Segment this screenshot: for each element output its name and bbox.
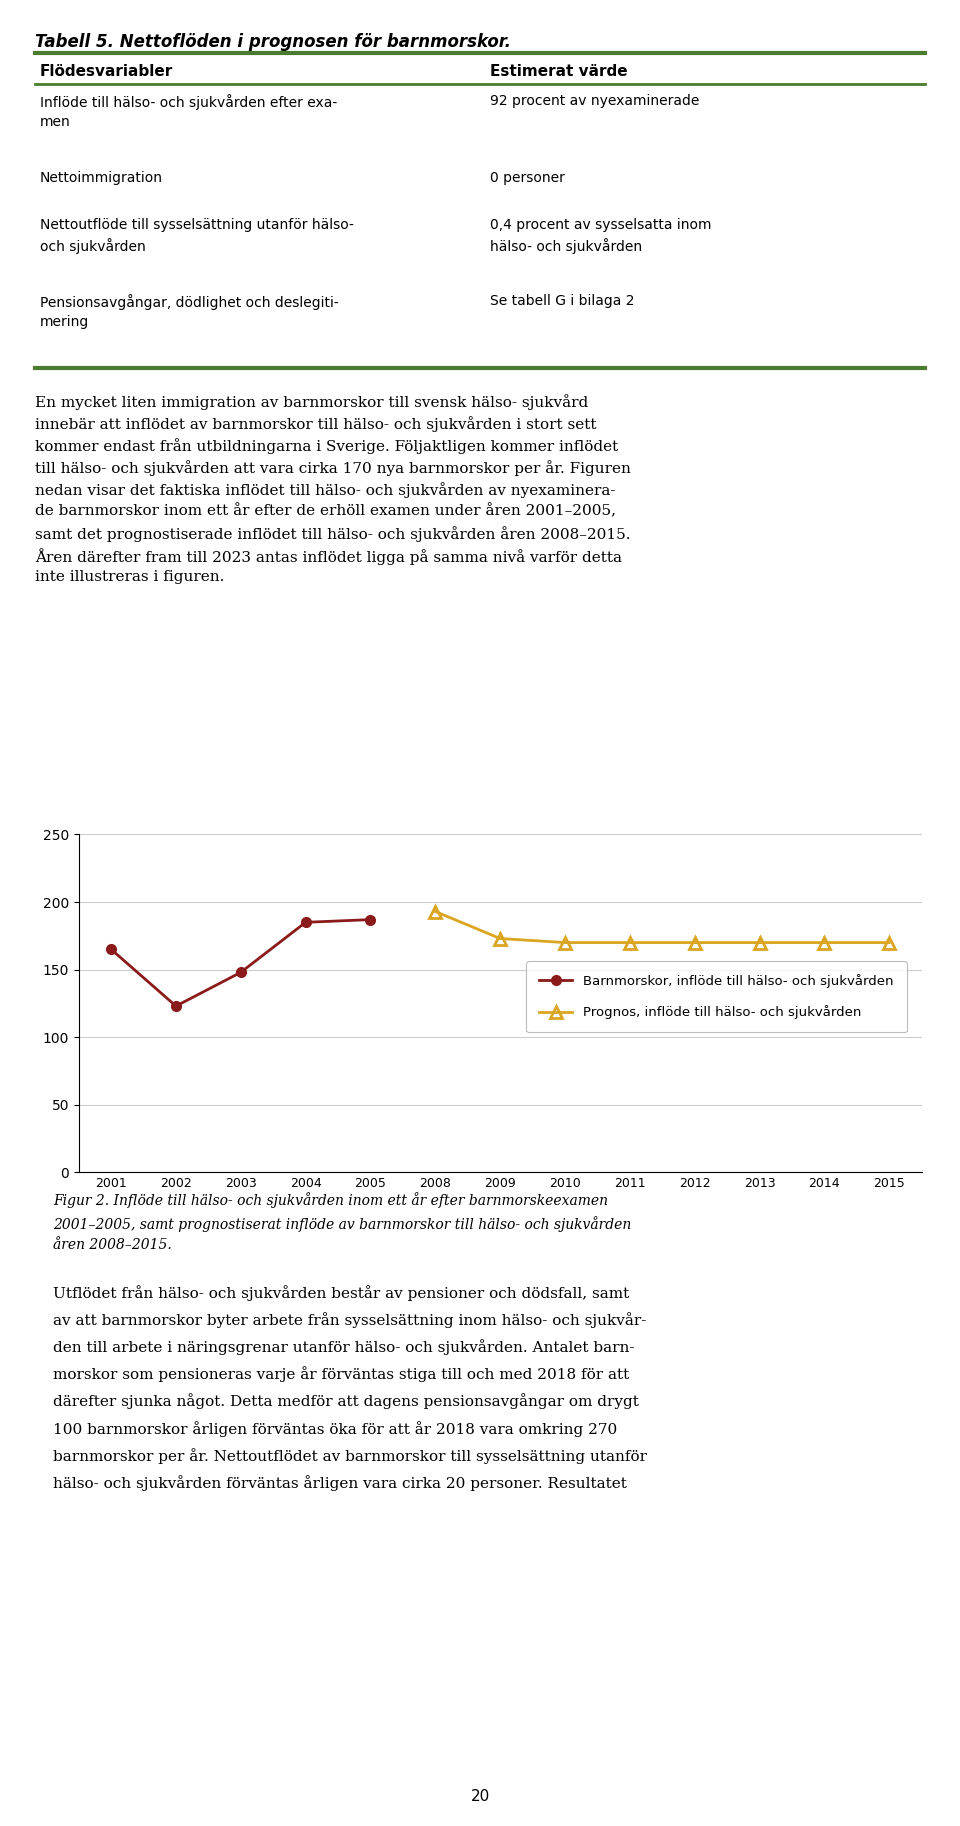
- Text: av att barnmorskor byter arbete från sysselsättning inom hälso- och sjukvår-: av att barnmorskor byter arbete från sys…: [53, 1313, 646, 1328]
- Text: Nettoimmigration: Nettoimmigration: [40, 172, 163, 184]
- Text: samt det prognostiserade inflödet till hälso- och sjukvården åren 2008–2015.: samt det prognostiserade inflödet till h…: [35, 526, 631, 542]
- Text: 20: 20: [470, 1789, 490, 1804]
- Text: En mycket liten immigration av barnmorskor till svensk hälso- sjukvård: En mycket liten immigration av barnmorsk…: [35, 394, 588, 409]
- Text: 0 personer: 0 personer: [490, 172, 564, 184]
- Text: nedan visar det faktiska inflödet till hälso- och sjukvården av nyexaminera-: nedan visar det faktiska inflödet till h…: [35, 482, 615, 498]
- Text: 100 barnmorskor årligen förväntas öka för att år 2018 vara omkring 270: 100 barnmorskor årligen förväntas öka fö…: [53, 1421, 617, 1437]
- Text: Utflödet från hälso- och sjukvården består av pensioner och dödsfall, samt: Utflödet från hälso- och sjukvården best…: [53, 1286, 629, 1302]
- Text: kommer endast från utbildningarna i Sverige. Följaktligen kommer inflödet: kommer endast från utbildningarna i Sver…: [35, 438, 618, 455]
- Text: barnmorskor per år. Nettoutflödet av barnmorskor till sysselsättning utanför: barnmorskor per år. Nettoutflödet av bar…: [53, 1448, 647, 1463]
- Text: inte illustreras i figuren.: inte illustreras i figuren.: [35, 570, 225, 584]
- Text: Estimerat värde: Estimerat värde: [490, 64, 628, 79]
- Legend: Barnmorskor, inflöde till hälso- och sjukvården, Prognos, inflöde till hälso- oc: Barnmorskor, inflöde till hälso- och sju…: [526, 960, 906, 1032]
- Text: hälso- och sjukvården förväntas årligen vara cirka 20 personer. Resultatet: hälso- och sjukvården förväntas årligen …: [53, 1475, 627, 1490]
- Text: innebär att inflödet av barnmorskor till hälso- och sjukvården i stort sett: innebär att inflödet av barnmorskor till…: [35, 416, 596, 433]
- Text: 0,4 procent av sysselsatta inom
hälso- och sjukvården: 0,4 procent av sysselsatta inom hälso- o…: [490, 217, 711, 254]
- Text: Se tabell G i bilaga 2: Se tabell G i bilaga 2: [490, 294, 635, 309]
- Text: Tabell 5. Nettoflöden i prognosen för barnmorskor.: Tabell 5. Nettoflöden i prognosen för ba…: [35, 33, 511, 51]
- Text: Åren därefter fram till 2023 antas inflödet ligga på samma nivå varför detta: Åren därefter fram till 2023 antas inflö…: [35, 548, 622, 564]
- Text: Flödesvariabler: Flödesvariabler: [40, 64, 173, 79]
- Text: Pensionsavgångar, dödlighet och deslegiti-
mering: Pensionsavgångar, dödlighet och deslegit…: [40, 294, 339, 329]
- Text: därefter sjunka något. Detta medför att dagens pensionsavgångar om drygt: därefter sjunka något. Detta medför att …: [53, 1393, 638, 1410]
- Text: de barnmorskor inom ett år efter de erhöll examen under åren 2001–2005,: de barnmorskor inom ett år efter de erhö…: [35, 504, 616, 519]
- Text: Nettoutflöde till sysselsättning utanför hälso-
och sjukvården: Nettoutflöde till sysselsättning utanför…: [40, 217, 354, 254]
- Text: till hälso- och sjukvården att vara cirka 170 nya barnmorskor per år. Figuren: till hälso- och sjukvården att vara cirk…: [35, 460, 631, 477]
- Text: Inflöde till hälso- och sjukvården efter exa-
men: Inflöde till hälso- och sjukvården efter…: [40, 93, 337, 130]
- Text: morskor som pensioneras varje år förväntas stiga till och med 2018 för att: morskor som pensioneras varje år förvänt…: [53, 1366, 629, 1382]
- Text: 92 procent av nyexaminerade: 92 procent av nyexaminerade: [490, 93, 700, 108]
- Text: den till arbete i näringsgrenar utanför hälso- och sjukvården. Antalet barn-: den till arbete i näringsgrenar utanför …: [53, 1340, 635, 1355]
- Text: Figur 2. Inflöde till hälso- och sjukvården inom ett år efter barnmorskeexamen
2: Figur 2. Inflöde till hälso- och sjukvår…: [53, 1192, 631, 1253]
